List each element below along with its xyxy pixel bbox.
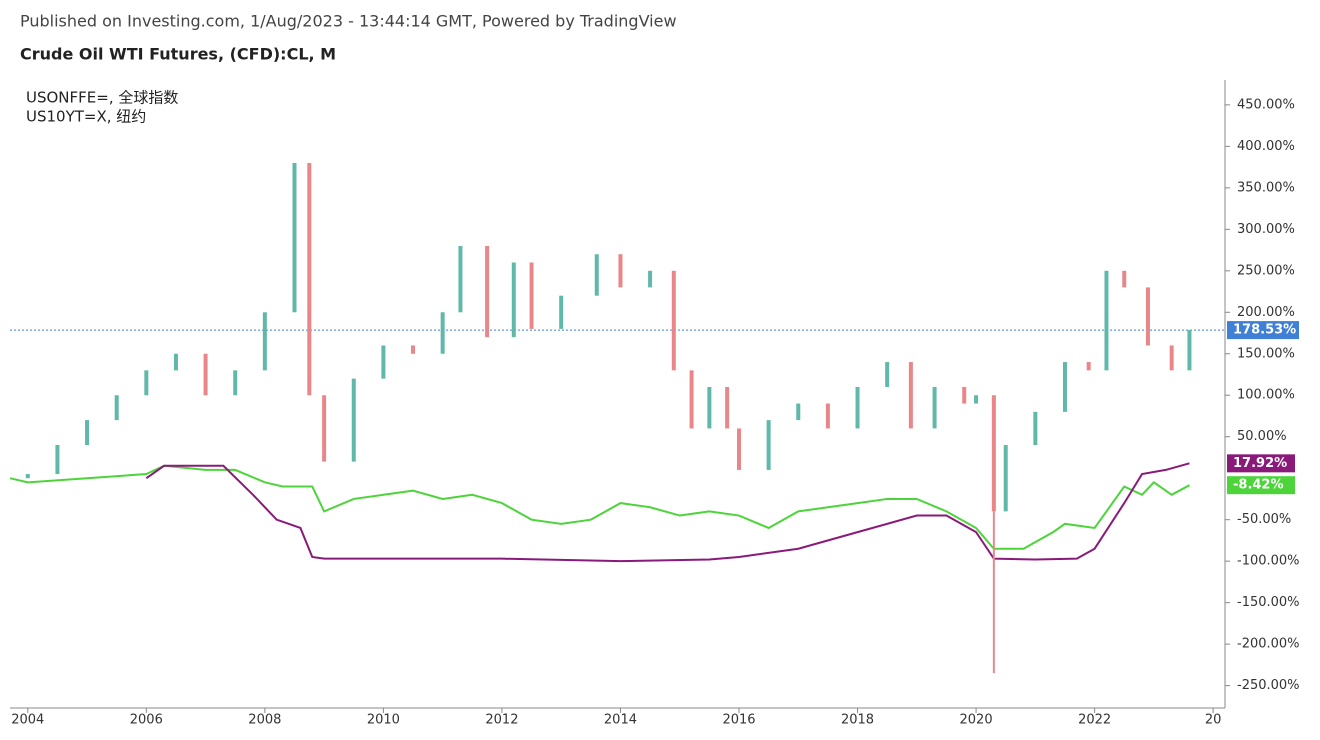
y-tick-label: 300.00% (1237, 222, 1295, 237)
candle-body (725, 386, 730, 429)
candle-body (485, 245, 490, 338)
candle-body (25, 474, 30, 479)
candle-body (671, 270, 676, 371)
candle-body (85, 420, 90, 446)
candle-body (825, 403, 830, 429)
y-tick-label: 150.00% (1237, 346, 1295, 361)
x-tick-label: 20 (1205, 713, 1222, 728)
candle-body (1122, 270, 1127, 288)
candle-body (144, 370, 149, 396)
candle-body (292, 162, 297, 313)
candle-body (458, 245, 463, 313)
candle-body (885, 362, 890, 387)
candle-body (55, 445, 60, 475)
y-tick-label: 350.00% (1237, 180, 1295, 195)
candle-body (707, 386, 712, 429)
candle-body (1169, 345, 1174, 371)
candle-body (351, 378, 356, 462)
x-tick-label: 2018 (841, 713, 874, 728)
candle-body (1086, 362, 1091, 371)
last-value-box (1227, 476, 1295, 495)
x-tick-label: 2014 (604, 713, 637, 728)
candle-body (618, 254, 623, 288)
candle-body (322, 395, 327, 462)
x-tick-label: 2010 (367, 713, 400, 728)
legend-entry: US10YT=X, 纽约 (26, 108, 146, 126)
candle-body (855, 386, 860, 429)
candle-body (962, 386, 967, 404)
candle-body (1062, 362, 1067, 412)
candle-body (203, 353, 208, 396)
y-tick-label: 450.00% (1237, 97, 1295, 112)
y-tick-label: -200.00% (1237, 637, 1300, 652)
x-tick-label: 2004 (11, 713, 44, 728)
candle-body (114, 395, 119, 421)
candle-body (411, 345, 416, 354)
chart-title: Crude Oil WTI Futures, (CFD):CL, M (20, 45, 336, 64)
x-tick-label: 2006 (130, 713, 163, 728)
last-value-label: -8.42% (1233, 478, 1284, 493)
y-tick-label: -100.00% (1237, 554, 1300, 569)
candle-body (529, 262, 534, 329)
x-tick-label: 2008 (248, 713, 281, 728)
candle-body (796, 403, 801, 421)
candle-body (1033, 411, 1038, 446)
candle-body (932, 386, 937, 429)
candle-body (991, 395, 996, 512)
legend-entry: USONFFE=, 全球指数 (26, 89, 178, 107)
candle-body (559, 295, 564, 329)
candle-body (233, 370, 238, 396)
price-label: 178.53% (1233, 323, 1296, 338)
candle-body (766, 420, 771, 470)
candle-body (511, 262, 516, 338)
price-label-box (1227, 321, 1299, 340)
x-tick-label: 2016 (722, 713, 755, 728)
candle-body (1187, 330, 1192, 371)
line-series (9, 464, 1190, 550)
y-tick-label: 200.00% (1237, 305, 1295, 320)
last-value-label: 17.92% (1233, 456, 1287, 471)
candle-body (262, 312, 267, 371)
x-tick-label: 2020 (960, 713, 993, 728)
candle-body (648, 270, 653, 288)
candle-body (307, 162, 312, 396)
line-series (145, 462, 1190, 563)
candle-body (974, 395, 979, 404)
y-tick-label: 400.00% (1237, 139, 1295, 154)
y-tick-label: 50.00% (1237, 429, 1287, 444)
header: Published on Investing.com, 1/Aug/2023 -… (20, 12, 677, 31)
candle-body (689, 370, 694, 429)
candle-body (1104, 270, 1109, 371)
y-tick-label: 250.00% (1237, 263, 1295, 278)
candle-body (1003, 445, 1008, 512)
last-value-box (1227, 454, 1295, 473)
candle-body (594, 254, 599, 296)
candle-body (381, 345, 386, 379)
x-tick-label: 2012 (485, 713, 518, 728)
candle-body (1145, 287, 1150, 346)
candle-body (908, 362, 913, 429)
y-tick-label: 100.00% (1237, 388, 1295, 403)
y-tick-label: -50.00% (1237, 512, 1291, 527)
candle-body (737, 428, 741, 470)
x-tick-label: 2022 (1078, 713, 1111, 728)
y-tick-label: -250.00% (1237, 678, 1300, 693)
candle-body (440, 312, 445, 354)
candle-body (173, 353, 178, 371)
y-tick-label: -150.00% (1237, 595, 1300, 610)
